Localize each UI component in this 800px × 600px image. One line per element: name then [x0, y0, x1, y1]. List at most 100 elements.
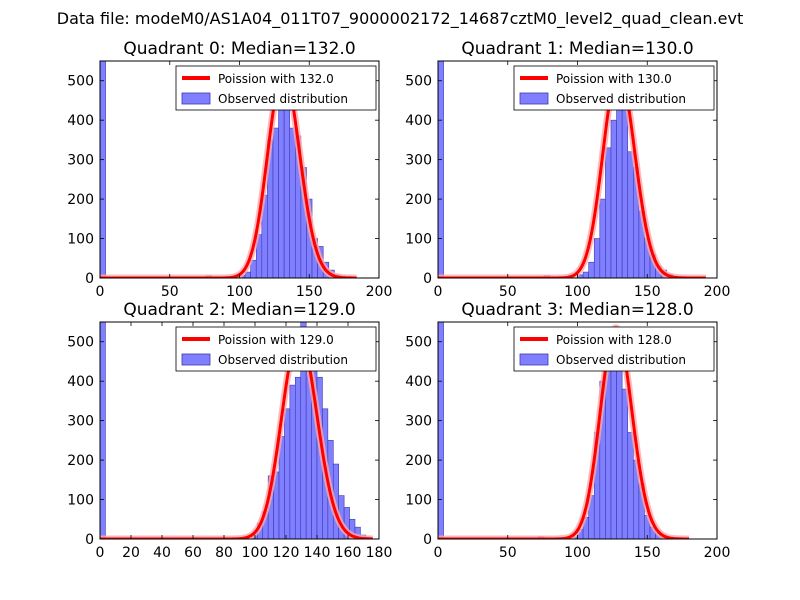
legend: Poission with 129.0 Observed distribution — [175, 326, 377, 372]
y-tick-label: 200 — [67, 192, 94, 208]
histogram-bar — [284, 408, 291, 539]
x-tick-label: 200 — [704, 284, 731, 300]
y-tick-label: 500 — [67, 335, 94, 351]
y-tick-label: 400 — [405, 374, 432, 390]
legend-hist-label: Observed distribution — [556, 353, 686, 367]
y-tick-label: 300 — [67, 153, 94, 169]
x-tick-label: 60 — [184, 545, 202, 561]
histogram-bar — [627, 432, 634, 539]
y-tick-label: 0 — [423, 532, 432, 548]
x-tick-label: 100 — [564, 284, 591, 300]
y-tick-label: 0 — [423, 271, 432, 287]
histogram-bar — [582, 271, 589, 278]
y-tick-label: 400 — [405, 113, 432, 129]
histogram-bar — [605, 147, 612, 278]
x-tick-label: 0 — [434, 284, 443, 300]
subplot-title: Quadrant 1: Median=130.0 — [461, 39, 693, 59]
histogram-bar — [438, 61, 444, 278]
legend-hist-swatch — [181, 353, 211, 366]
x-tick-label: 80 — [215, 545, 233, 561]
y-tick-label: 300 — [405, 414, 432, 430]
subplot-0: Quadrant 0: Median=132.0 0 50 100 150 200 0 100… — [67, 39, 392, 300]
x-tick-label: 100 — [226, 284, 253, 300]
x-tick-label: 200 — [704, 545, 731, 561]
x-tick-label: 40 — [153, 545, 171, 561]
legend-hist-swatch — [519, 92, 549, 105]
histogram-bar — [621, 388, 629, 539]
y-tick-label: 500 — [67, 74, 94, 90]
plot-area — [438, 322, 692, 539]
y-tick-label: 200 — [405, 192, 432, 208]
subplot-grid: Quadrant 0: Median=132.00 50 100 150 2000100… — [67, 39, 730, 561]
histogram-bar — [289, 384, 296, 539]
histogram-bar — [616, 349, 623, 539]
histogram-bar — [593, 238, 601, 278]
y-tick-label: 0 — [85, 271, 94, 287]
histogram-bar — [283, 92, 291, 278]
x-tick-label: 0 — [96, 545, 105, 561]
suptitle: Data file: modeM0/AS1A04_011T07_90000021… — [57, 9, 743, 29]
y-tick-label: 400 — [67, 113, 94, 129]
subplot-3: Quadrant 3: Median=128.0 0 50 100 150 200 0 100… — [405, 300, 730, 561]
y-tick-label: 100 — [405, 232, 432, 248]
axes-frame — [99, 321, 380, 540]
legend-hist-label: Observed distribution — [218, 353, 348, 367]
poisson-curve — [438, 69, 706, 278]
y-tick-label: 100 — [67, 232, 94, 248]
histogram-bar — [272, 127, 279, 278]
x-tick-label: 150 — [634, 284, 661, 300]
y-tick-label: 100 — [405, 493, 432, 509]
x-tick-label: 180 — [366, 545, 393, 561]
y-tick-label: 300 — [405, 153, 432, 169]
x-tick-label: 0 — [96, 284, 105, 300]
plot-area — [438, 61, 708, 278]
x-tick-label: 50 — [499, 545, 517, 561]
legend-line-label: Poission with 130.0 — [556, 72, 672, 86]
histogram-bar — [588, 261, 595, 278]
histogram-bar — [599, 198, 606, 278]
legend-line-label: Poission with 129.0 — [218, 333, 334, 347]
histogram-bar — [289, 127, 296, 278]
histogram-bar — [100, 61, 106, 278]
x-tick-label: 200 — [366, 284, 393, 300]
y-tick-label: 500 — [405, 335, 432, 351]
x-tick-label: 140 — [304, 545, 331, 561]
histogram-bar — [621, 100, 629, 278]
histogram-bar — [438, 322, 444, 539]
subplot-title: Quadrant 3: Median=128.0 — [461, 300, 693, 320]
subplot-1: Quadrant 1: Median=130.0 0 50 100 150 200 0 100… — [405, 39, 730, 300]
x-tick-label: 50 — [161, 284, 179, 300]
x-tick-label: 50 — [499, 284, 517, 300]
y-tick-label: 200 — [405, 453, 432, 469]
x-tick-label: 100 — [564, 545, 591, 561]
legend-hist-swatch — [181, 92, 211, 105]
x-tick-label: 0 — [434, 545, 443, 561]
y-tick-label: 400 — [67, 374, 94, 390]
x-tick-label: 160 — [335, 545, 362, 561]
y-tick-label: 0 — [85, 532, 94, 548]
y-tick-label: 200 — [67, 453, 94, 469]
y-tick-label: 100 — [67, 493, 94, 509]
x-tick-label: 100 — [242, 545, 269, 561]
x-tick-label: 150 — [296, 284, 323, 300]
subplot-title: Quadrant 0: Median=132.0 — [123, 39, 355, 59]
histogram-bar — [610, 119, 617, 278]
legend-hist-swatch — [519, 353, 549, 366]
histogram-bar — [100, 322, 106, 539]
legend-hist-label: Observed distribution — [218, 92, 348, 106]
x-tick-label: 20 — [122, 545, 140, 561]
legend-hist-label: Observed distribution — [556, 92, 686, 106]
y-tick-label: 500 — [405, 74, 432, 90]
x-tick-label: 120 — [273, 545, 300, 561]
legend: Poission with 130.0 Observed distribution — [513, 65, 715, 111]
legend-line-label: Poission with 132.0 — [218, 72, 334, 86]
subplot-2: Quadrant 2: Median=129.00 20 40 60 80 100 120 1… — [67, 300, 392, 561]
y-tick-label: 300 — [67, 414, 94, 430]
legend-line-label: Poission with 128.0 — [556, 333, 672, 347]
legend: Poission with 128.0 Observed distribution — [513, 326, 715, 372]
subplot-title: Quadrant 2: Median=129.0 — [123, 300, 355, 320]
histogram-bar — [294, 376, 302, 539]
histogram-bar — [627, 151, 634, 278]
x-tick-label: 150 — [634, 545, 661, 561]
